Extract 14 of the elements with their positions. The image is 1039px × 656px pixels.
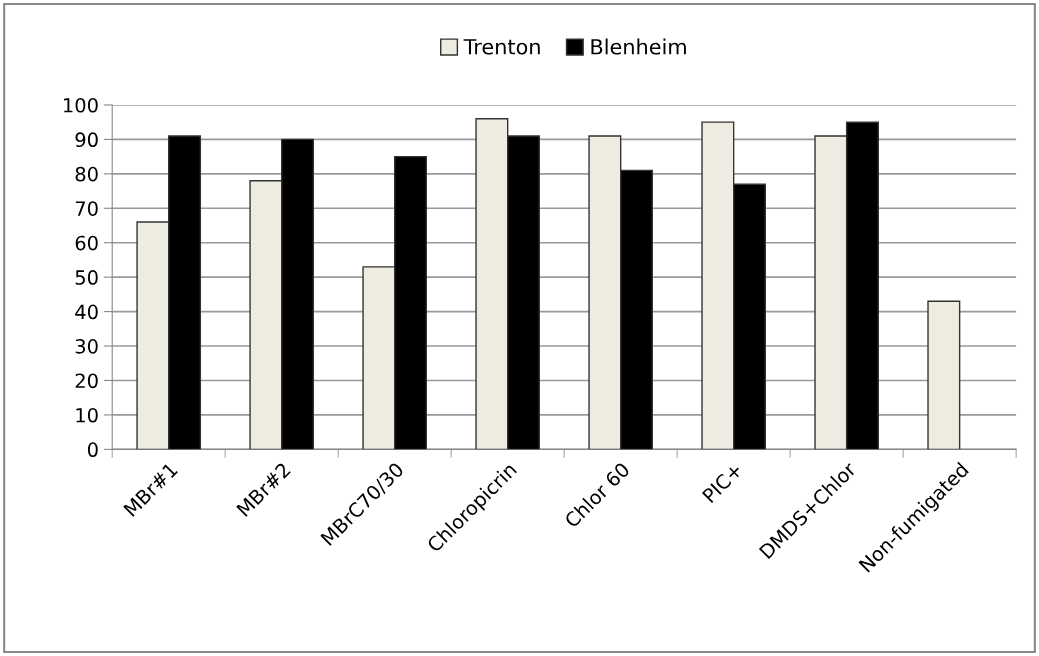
bar — [927, 300, 961, 450]
y-tick-label: 10 — [76, 407, 98, 423]
y-tick-label: 100 — [64, 97, 98, 113]
y-tick-label: 0 — [87, 442, 98, 458]
y-tick-label: 60 — [75, 235, 98, 251]
y-tick-label: 90 — [75, 132, 98, 148]
legend-label: Trenton — [463, 39, 540, 55]
y-tick-label: 80 — [75, 166, 98, 182]
y-tick-label: 50 — [75, 270, 98, 285]
y-tick-label: 30 — [75, 339, 98, 354]
y-tick-label: 20 — [75, 373, 98, 389]
y-tick-label: 70 — [75, 201, 98, 216]
legend-label: Blenheim — [591, 38, 686, 55]
y-tick-label: 40 — [75, 304, 98, 320]
